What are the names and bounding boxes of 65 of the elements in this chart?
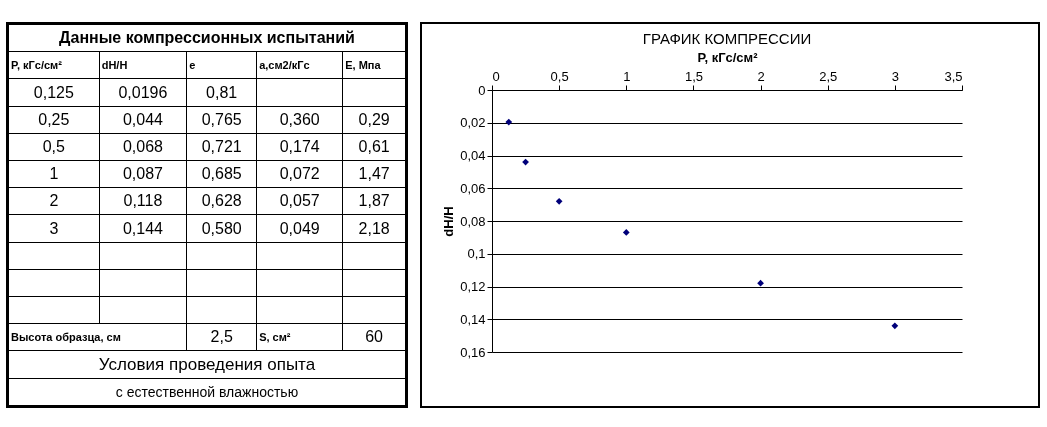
text: 0,049 xyxy=(256,214,343,243)
text: 0,685 xyxy=(186,160,257,188)
text: 0,25 xyxy=(8,106,100,134)
text: 0,044 xyxy=(99,106,187,134)
x-tick-label: 3,5 xyxy=(944,68,963,84)
text: 0,5 xyxy=(8,133,100,161)
point xyxy=(757,279,764,287)
text: 0,087 xyxy=(99,160,187,188)
text: 0,057 xyxy=(256,187,343,215)
text: 3 xyxy=(8,214,100,243)
text: Условия проведения опыта xyxy=(8,350,406,379)
text: 2 xyxy=(8,187,100,215)
text: S, см² xyxy=(256,323,343,351)
text: 0,580 xyxy=(186,214,257,243)
text: 0,068 xyxy=(99,133,187,161)
text: a,см2/кГс xyxy=(256,51,343,79)
x-tick-label: 0,5 xyxy=(550,68,569,84)
point xyxy=(555,198,563,205)
y-tick-label: 0,16 xyxy=(460,344,486,360)
text: Данные компрессионных испытаний xyxy=(8,24,406,52)
text: 2,5 xyxy=(186,323,257,351)
text: 0,360 xyxy=(256,106,343,134)
y-tick-label: 0,08 xyxy=(460,213,486,229)
point xyxy=(505,118,513,126)
y-tick-label: 0,1 xyxy=(467,246,486,262)
text: dH/H xyxy=(99,51,187,79)
y-tick-label: 0,04 xyxy=(460,148,486,163)
x-axis-title: P, кГс/см² xyxy=(697,49,759,65)
text: 0,81 xyxy=(186,78,257,107)
text: 0,721 xyxy=(186,133,257,161)
text: 0,174 xyxy=(256,133,343,161)
text: 0,628 xyxy=(186,187,257,215)
y-axis-title: dH/H xyxy=(441,206,457,237)
point xyxy=(622,229,630,236)
x-tick-label: 1 xyxy=(623,68,631,84)
x-tick-label: 2 xyxy=(757,68,765,84)
text: 0,0196 xyxy=(99,78,187,107)
y-tick-label: 0,12 xyxy=(460,279,486,294)
x-tick-label: 0 xyxy=(492,68,500,84)
x-tick-label: 3 xyxy=(891,68,899,84)
y-tick-label: 0,02 xyxy=(460,115,486,131)
y-tick-label: 0,06 xyxy=(460,180,486,196)
text: e xyxy=(186,51,257,79)
point xyxy=(891,322,899,330)
text: 0,61 xyxy=(342,133,406,161)
text: с естественной влажностью xyxy=(8,378,406,406)
y-tick-label: 0 xyxy=(478,82,486,98)
x-tick-label: 1,5 xyxy=(684,68,703,84)
chart-title: ГРАФИК КОМПРЕССИИ xyxy=(642,30,812,47)
text: P, кГс/см² xyxy=(8,51,100,79)
y-tick-label: 0,14 xyxy=(460,311,486,327)
text: 0,29 xyxy=(342,106,406,134)
text: 2,18 xyxy=(342,214,406,243)
text: 1 xyxy=(8,160,100,188)
text: 60 xyxy=(342,323,406,351)
text: 1,47 xyxy=(342,160,406,188)
text: 0,118 xyxy=(99,187,187,215)
x-tick-label: 2,5 xyxy=(819,68,838,84)
text: 1,87 xyxy=(342,187,406,215)
text: 0,125 xyxy=(8,78,100,107)
text: E, Мпа xyxy=(342,51,406,79)
text: 0,072 xyxy=(256,160,343,188)
text: Высота образца, см xyxy=(8,323,187,351)
text: 0,765 xyxy=(186,106,257,134)
text: 0,144 xyxy=(99,214,187,243)
